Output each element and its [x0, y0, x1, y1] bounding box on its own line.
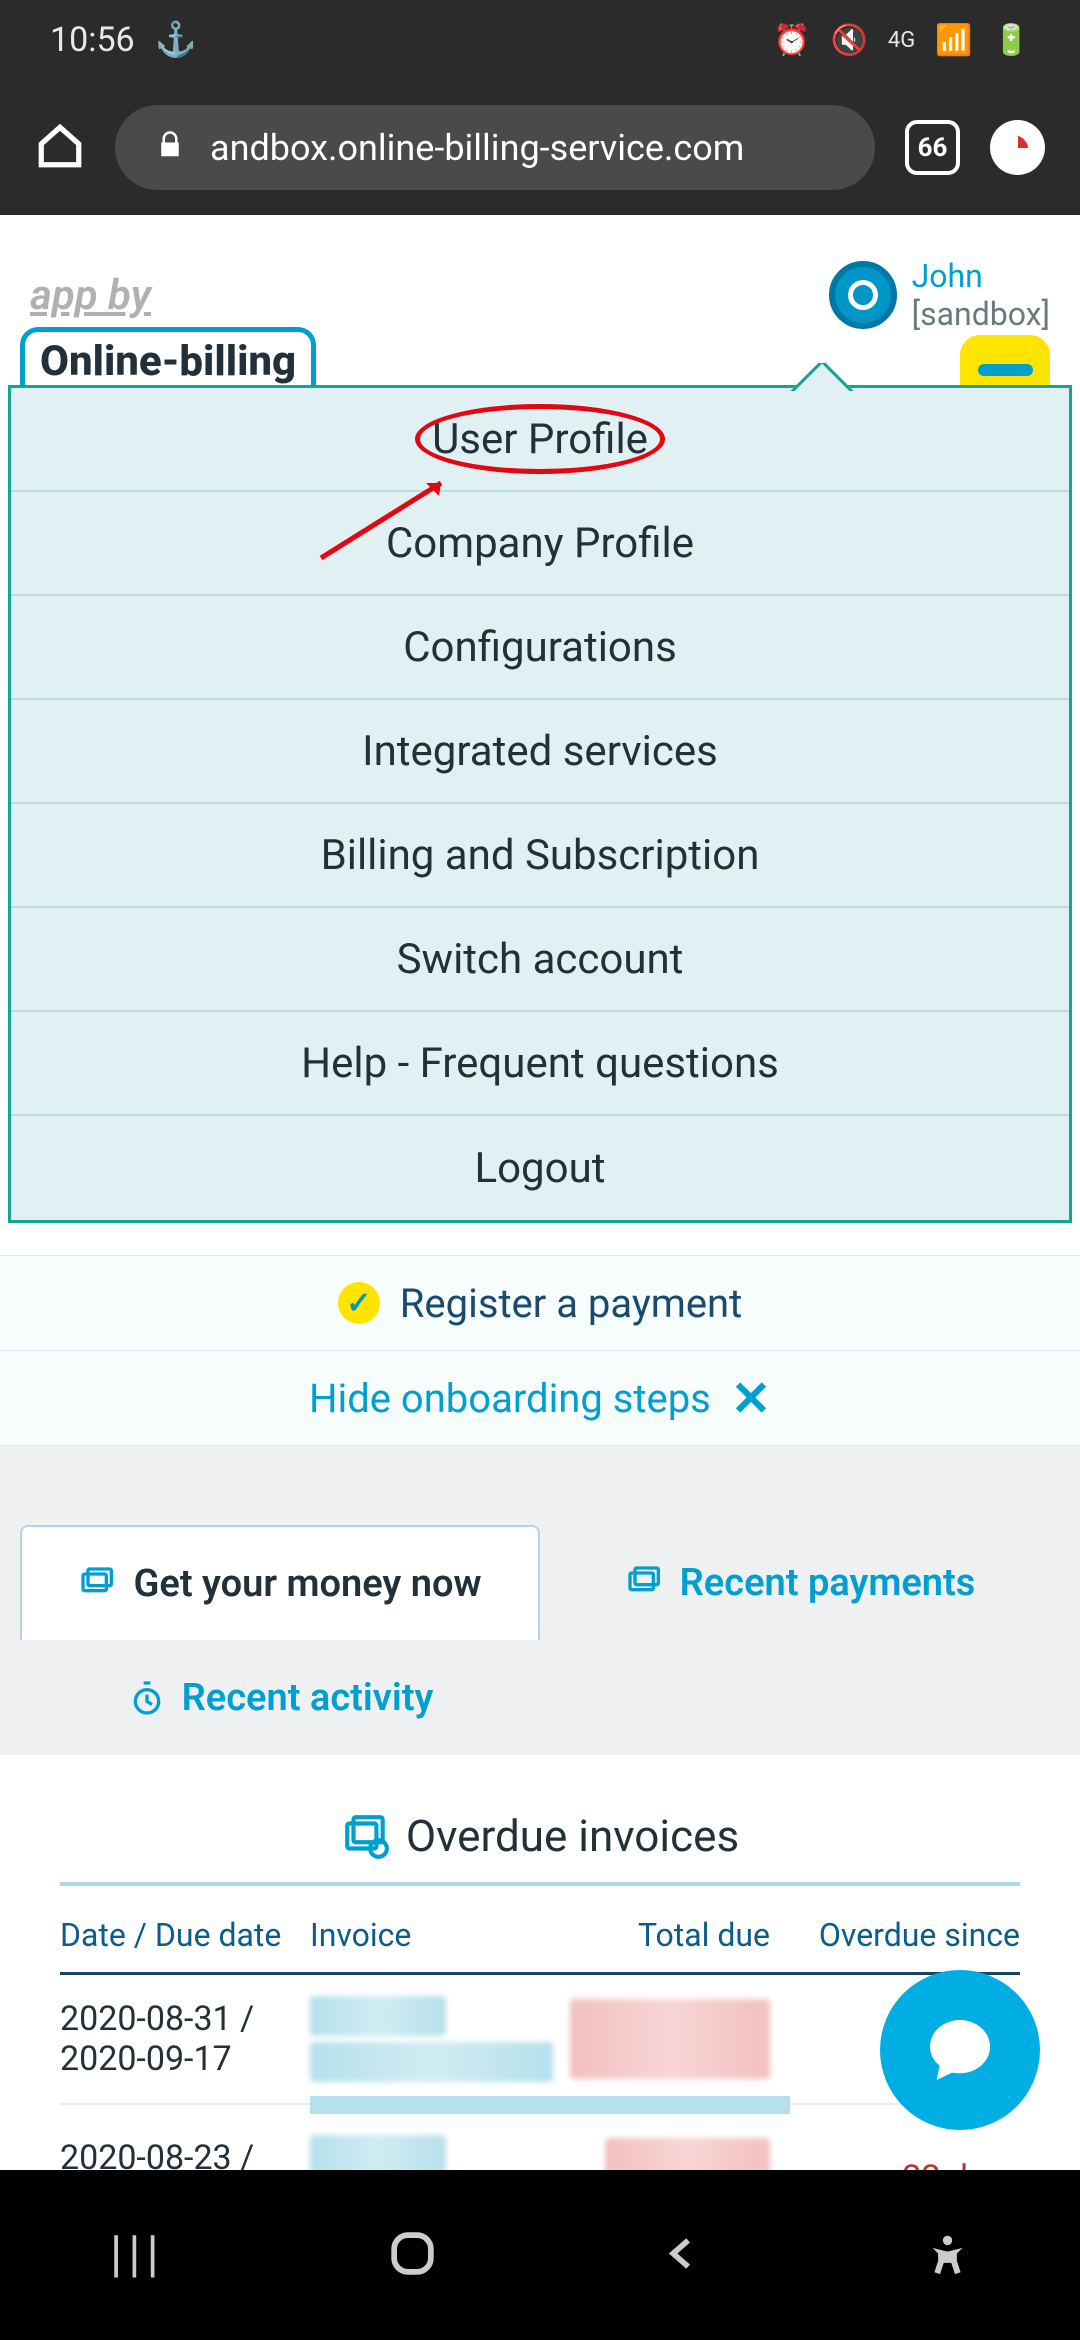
signal-icon: 📶	[935, 23, 972, 58]
table-row[interactable]: 2020-08-31 / 2020-09-17 XXX XXXXXXXXXXXX…	[60, 1975, 1020, 2105]
hide-label: Hide onboarding steps	[309, 1375, 711, 1422]
menu-billing-subscription[interactable]: Billing and Subscription	[11, 804, 1069, 908]
network-label: 4G	[888, 28, 915, 53]
app-by-label: app by	[30, 271, 151, 320]
menu-help-faq[interactable]: Help - Frequent questions	[11, 1012, 1069, 1116]
browser-toolbar: andbox.online-billing-service.com 66	[0, 80, 1080, 215]
onboarding-steps: ✓ Register a payment Hide onboarding ste…	[0, 1255, 1080, 1445]
tab-label: Recent activity	[182, 1676, 434, 1720]
menu-item-label: Configurations	[403, 623, 677, 672]
col-date: Date / Due date	[60, 1916, 310, 1954]
mute-icon: 🔇	[831, 23, 868, 58]
android-status-bar: 10:56 ⚓ ⏰ 🔇 4G 📶 🔋	[0, 0, 1080, 80]
panel-title: Overdue invoices	[60, 1785, 1020, 1886]
close-icon: ✕	[731, 1370, 771, 1427]
nav-home-icon[interactable]	[385, 2226, 440, 2285]
battery-icon: 🔋	[993, 23, 1030, 58]
menu-item-label: Help - Frequent questions	[301, 1039, 779, 1088]
row-total: X,XXX.XX XXX	[570, 1999, 770, 2079]
chat-fab-button[interactable]	[880, 1970, 1040, 2130]
user-avatar-icon	[829, 261, 897, 329]
tabs-count: 66	[918, 133, 948, 163]
lock-icon	[155, 127, 185, 169]
row-highlight	[310, 2096, 790, 2114]
register-payment-step[interactable]: ✓ Register a payment	[0, 1255, 1080, 1350]
dashboard-tabs: Get your money now Recent payments Recen…	[0, 1525, 1080, 1755]
menu-item-label: Switch account	[397, 935, 684, 984]
menu-user-profile[interactable]: User Profile	[11, 388, 1069, 492]
user-name: John	[912, 257, 1050, 295]
menu-item-label: Billing and Subscription	[321, 831, 760, 880]
tabs-count-button[interactable]: 66	[905, 120, 960, 175]
url-text: andbox.online-billing-service.com	[210, 127, 744, 169]
status-time: 10:56	[50, 20, 135, 60]
tab-label: Recent payments	[680, 1561, 976, 1605]
col-total: Total due	[570, 1916, 770, 1954]
row-invoice: XXX XXXXXXXXXXXX XX	[310, 1993, 570, 2085]
step-label: Register a payment	[400, 1280, 742, 1327]
tab-recent-payments[interactable]: Recent payments	[540, 1525, 1060, 1640]
menu-item-label: Integrated services	[362, 727, 718, 776]
table-header: Date / Due date Invoice Total due Overdu…	[60, 1886, 1020, 1975]
menu-item-label: Logout	[474, 1144, 605, 1193]
col-invoice: Invoice	[310, 1916, 570, 1954]
status-app-icon: ⚓	[155, 20, 197, 60]
site-logo[interactable]: Online-billing	[20, 327, 316, 385]
menu-switch-account[interactable]: Switch account	[11, 908, 1069, 1012]
browser-home-icon[interactable]	[35, 121, 85, 175]
user-menu-trigger[interactable]: John [sandbox]	[829, 257, 1050, 334]
menu-company-profile[interactable]: Company Profile	[11, 492, 1069, 596]
tab-recent-activity[interactable]: Recent activity	[20, 1640, 540, 1755]
nav-accessibility-icon[interactable]	[925, 2231, 970, 2280]
nav-recents-icon[interactable]: |||	[110, 2226, 165, 2284]
menu-item-label: Company Profile	[386, 519, 694, 568]
tab-get-money-now[interactable]: Get your money now	[20, 1525, 540, 1640]
row-due-date: 2020-09-17	[60, 2039, 310, 2079]
tab-label: Get your money now	[133, 1562, 481, 1606]
menu-integrated-services[interactable]: Integrated services	[11, 700, 1069, 804]
nav-back-icon[interactable]	[660, 2231, 705, 2280]
chat-icon	[920, 2010, 1000, 2090]
hide-onboarding-button[interactable]: Hide onboarding steps ✕	[0, 1350, 1080, 1445]
menu-configurations[interactable]: Configurations	[11, 596, 1069, 700]
alarm-icon: ⏰	[773, 23, 810, 58]
user-env: [sandbox]	[912, 295, 1050, 333]
browser-profile-button[interactable]	[990, 120, 1045, 175]
panel-title-text: Overdue invoices	[406, 1810, 739, 1862]
col-overdue: Overdue since	[770, 1916, 1020, 1954]
url-bar[interactable]: andbox.online-billing-service.com	[115, 105, 875, 190]
menu-logout[interactable]: Logout	[11, 1116, 1069, 1220]
check-icon: ✓	[338, 1282, 380, 1324]
page-header: app by John [sandbox] Online-billing	[0, 215, 1080, 355]
android-nav-bar: |||	[0, 2170, 1080, 2340]
row-date: 2020-08-31 /	[60, 1999, 310, 2039]
menu-item-label: User Profile	[432, 415, 648, 464]
user-dropdown-menu: User Profile Company Profile Configurati…	[8, 385, 1072, 1223]
